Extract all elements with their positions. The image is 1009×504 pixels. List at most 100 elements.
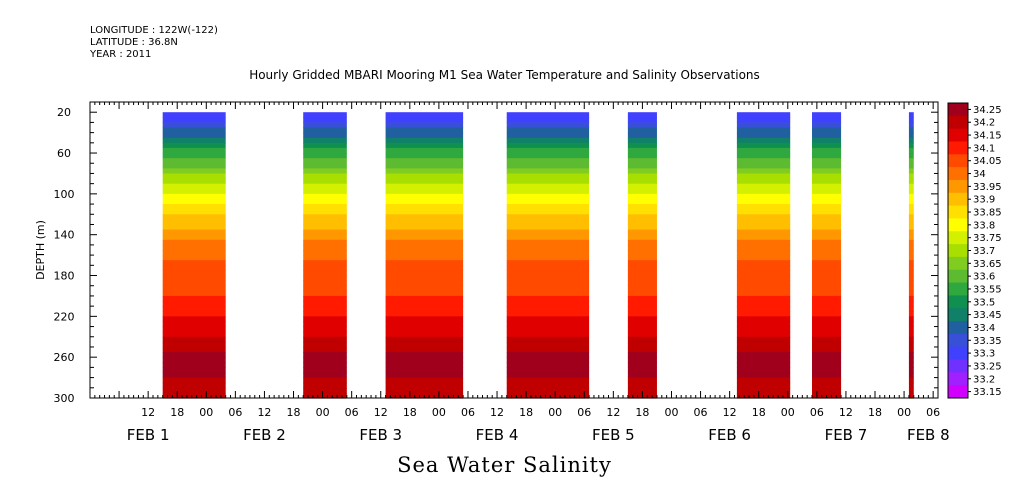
salinity-cell	[908, 280, 914, 287]
salinity-cell	[385, 127, 464, 134]
colorbar-swatch	[948, 231, 968, 245]
salinity-cell	[627, 198, 657, 205]
salinity-cell	[812, 250, 842, 256]
x-tick-label: 12	[839, 406, 853, 419]
salinity-cell	[812, 301, 842, 307]
salinity-cell	[812, 367, 842, 374]
salinity-cell	[303, 372, 347, 379]
salinity-cell	[627, 142, 657, 149]
data-segment	[627, 112, 657, 399]
salinity-cell	[627, 275, 657, 282]
y-tick-label: 100	[54, 188, 75, 201]
date-label: FEB 8	[907, 426, 950, 444]
date-label: FEB 7	[825, 426, 868, 444]
salinity-cell	[506, 280, 590, 287]
colorbar-swatch	[948, 269, 968, 284]
salinity-cell	[908, 188, 914, 195]
salinity-cell	[303, 290, 347, 297]
salinity-cell	[812, 178, 842, 185]
salinity-cell	[812, 158, 842, 164]
salinity-cell	[627, 127, 657, 134]
colorbar-swatch	[948, 141, 968, 155]
salinity-cell	[627, 147, 657, 154]
salinity-cell	[385, 265, 464, 272]
salinity-cell	[736, 285, 791, 292]
salinity-cell	[736, 229, 791, 236]
date-label: FEB 4	[476, 426, 519, 444]
salinity-cell	[736, 331, 791, 338]
salinity-cell	[908, 153, 914, 159]
salinity-cell	[303, 214, 347, 220]
salinity-cell	[736, 306, 791, 312]
salinity-cell	[506, 285, 590, 292]
salinity-cell	[303, 387, 347, 394]
salinity-cell	[385, 311, 464, 317]
salinity-cell	[627, 158, 657, 164]
salinity-cell	[908, 209, 914, 215]
colorbar-label: 33.5	[973, 297, 995, 308]
salinity-cell	[736, 153, 791, 159]
salinity-cell	[812, 214, 842, 220]
salinity-cell	[506, 321, 590, 328]
salinity-cell	[908, 117, 914, 124]
salinity-cell	[162, 382, 226, 389]
salinity-cell	[627, 224, 657, 231]
salinity-cell	[908, 163, 914, 169]
salinity-cell	[303, 255, 347, 261]
salinity-cell	[812, 336, 842, 343]
x-tick-label: 00	[199, 406, 213, 419]
salinity-cell	[908, 352, 914, 358]
salinity-cell	[812, 377, 842, 384]
variable-label: Sea Water Salinity	[397, 453, 612, 477]
salinity-cell	[736, 137, 791, 144]
salinity-cell	[627, 163, 657, 169]
colorbar-swatch	[948, 103, 968, 117]
salinity-cell	[303, 153, 347, 159]
salinity-cell	[908, 229, 914, 236]
salinity-cell	[627, 132, 657, 139]
salinity-cell	[162, 362, 226, 368]
colorbar-swatch	[948, 333, 968, 348]
salinity-cell	[627, 352, 657, 358]
salinity-cell	[506, 341, 590, 348]
salinity-cell	[736, 224, 791, 231]
colorbar-label: 33.2	[973, 374, 995, 385]
colorbar-label: 33.9	[973, 195, 995, 206]
salinity-cell	[303, 112, 347, 118]
colorbar-label: 33.85	[973, 208, 1002, 219]
salinity-cell	[506, 301, 590, 307]
plot-frame	[89, 101, 939, 399]
salinity-cell	[812, 352, 842, 358]
salinity-cell	[908, 367, 914, 374]
salinity-cell	[506, 367, 590, 374]
salinity-cell	[385, 193, 464, 200]
salinity-cell	[162, 290, 226, 297]
salinity-cell	[908, 346, 914, 353]
salinity-cell	[908, 392, 914, 399]
salinity-cell	[812, 306, 842, 312]
salinity-cell	[506, 132, 590, 139]
salinity-cell	[736, 158, 791, 164]
salinity-cell	[385, 234, 464, 241]
salinity-cell	[162, 352, 226, 358]
salinity-cell	[303, 285, 347, 292]
salinity-cell	[627, 229, 657, 236]
salinity-cell	[812, 244, 842, 251]
salinity-cell	[162, 275, 226, 282]
salinity-cell	[627, 250, 657, 256]
salinity-cell	[385, 112, 464, 118]
x-tick-label: 06	[228, 406, 242, 419]
x-tick-label: 12	[490, 406, 504, 419]
salinity-cell	[506, 198, 590, 205]
salinity-cell	[303, 250, 347, 256]
salinity-cell	[506, 234, 590, 241]
salinity-cell	[506, 112, 590, 118]
salinity-cell	[908, 173, 914, 180]
colorbar-swatch	[948, 128, 968, 142]
salinity-cell	[812, 341, 842, 348]
salinity-cell	[627, 362, 657, 368]
salinity-cell	[162, 316, 226, 323]
salinity-cell	[736, 341, 791, 348]
colorbar-swatch	[948, 256, 968, 271]
